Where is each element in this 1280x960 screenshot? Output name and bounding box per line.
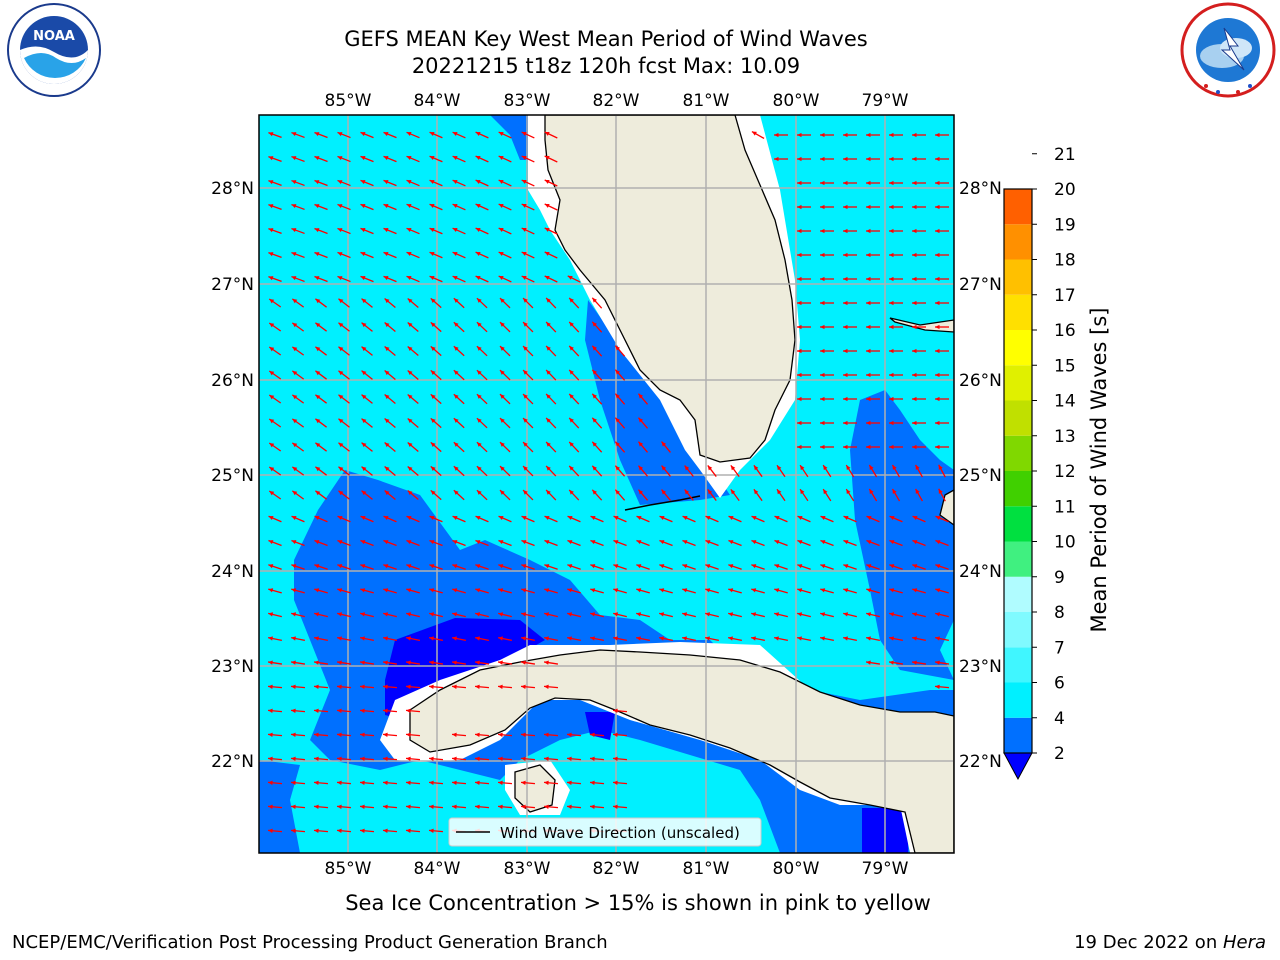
colorbar-bin: [1004, 365, 1032, 400]
colorbar-bin: [1004, 577, 1032, 612]
colorbar-bin: [1004, 224, 1032, 259]
footer-credit: NCEP/EMC/Verification Post Processing Pr…: [12, 932, 608, 953]
lat-label-right: 23°N: [959, 657, 1002, 677]
lat-label-right: 25°N: [959, 466, 1002, 486]
colorbar-tick-label: 17: [1054, 286, 1076, 306]
colorbar: 2 4 6 7 8 9 10 11 12 13 14 15 16 17 18 19 20 21: [1004, 145, 1076, 779]
colorbar-bin: [1004, 718, 1032, 753]
colorbar-bin: [1004, 542, 1032, 577]
lat-label-right: 26°N: [959, 371, 1002, 391]
colorbar-tick-label: 9: [1054, 568, 1065, 588]
colorbar-bin: [1004, 647, 1032, 682]
lon-label-bottom: 79°W: [862, 859, 909, 879]
lat-label-left: 23°N: [211, 657, 254, 677]
lat-label-left: 24°N: [211, 562, 254, 582]
colorbar-bin: [1004, 471, 1032, 506]
colorbar-bin: [1004, 683, 1032, 718]
legend-label: Wind Wave Direction (unscaled): [500, 824, 740, 842]
map-legend: Wind Wave Direction (unscaled): [449, 818, 761, 846]
lon-label-bottom: 84°W: [414, 859, 461, 879]
colorbar-bin: [1004, 506, 1032, 541]
footer-date: 19 Dec 2022 on Hera: [1074, 932, 1266, 953]
lon-label-top: 80°W: [773, 91, 820, 111]
colorbar-bin: [1004, 189, 1032, 224]
colorbar-label: Mean Period of Wind Waves [s]: [1087, 308, 1111, 633]
lon-label-bottom: 82°W: [593, 859, 640, 879]
colorbar-tick-label: 8: [1054, 603, 1065, 623]
lon-label-bottom: 85°W: [325, 859, 372, 879]
colorbar-tick-label: 11: [1054, 497, 1076, 517]
colorbar-tick-label: 7: [1054, 638, 1065, 658]
lat-label-right: 28°N: [959, 179, 1002, 199]
colorbar-tick-label: 2: [1054, 744, 1065, 764]
colorbar-bin: [1004, 436, 1032, 471]
lon-label-top: 81°W: [683, 91, 730, 111]
lon-label-bottom: 80°W: [773, 859, 820, 879]
colorbar-tick-label: 21: [1054, 145, 1076, 165]
lat-label-right: 22°N: [959, 752, 1002, 772]
colorbar-tick-label: 14: [1054, 392, 1076, 412]
footer-host: Hera: [1223, 932, 1266, 953]
lat-label-left: 22°N: [211, 752, 254, 772]
lat-label-right: 27°N: [959, 275, 1002, 295]
footer-date-text: 19 Dec 2022 on: [1074, 932, 1223, 953]
lon-label-bottom: 83°W: [504, 859, 551, 879]
colorbar-tick-label: 18: [1054, 251, 1076, 271]
colorbar-tick-label: 10: [1054, 533, 1076, 553]
colorbar-under-extension: [1004, 753, 1032, 779]
colorbar-tick-label: 16: [1054, 321, 1076, 341]
colorbar-bin: [1004, 295, 1032, 330]
lat-label-right: 24°N: [959, 562, 1002, 582]
colorbar-bin: [1004, 330, 1032, 365]
lat-label-left: 26°N: [211, 371, 254, 391]
colorbar-tick-label: 13: [1054, 427, 1076, 447]
colorbar-tick-label: 6: [1054, 674, 1065, 694]
lon-label-top: 82°W: [593, 91, 640, 111]
colorbar-tick-label: 15: [1054, 356, 1076, 376]
colorbar-bin: [1004, 612, 1032, 647]
lat-label-left: 25°N: [211, 466, 254, 486]
lat-label-left: 27°N: [211, 275, 254, 295]
lon-label-bottom: 81°W: [683, 859, 730, 879]
colorbar-tick-label: 12: [1054, 462, 1076, 482]
lon-label-top: 84°W: [414, 91, 461, 111]
lon-label-top: 79°W: [862, 91, 909, 111]
lon-label-top: 83°W: [504, 91, 551, 111]
lon-label-top: 85°W: [325, 91, 372, 111]
sea-ice-caption: Sea Ice Concentration > 15% is shown in …: [258, 891, 1018, 915]
colorbar-tick-label: 4: [1054, 709, 1065, 729]
colorbar-tick-label: 19: [1054, 215, 1076, 235]
colorbar-bin: [1004, 260, 1032, 295]
colorbar-bin: [1004, 401, 1032, 436]
colorbar-tick-label: 20: [1054, 180, 1076, 200]
lat-label-left: 28°N: [211, 179, 254, 199]
